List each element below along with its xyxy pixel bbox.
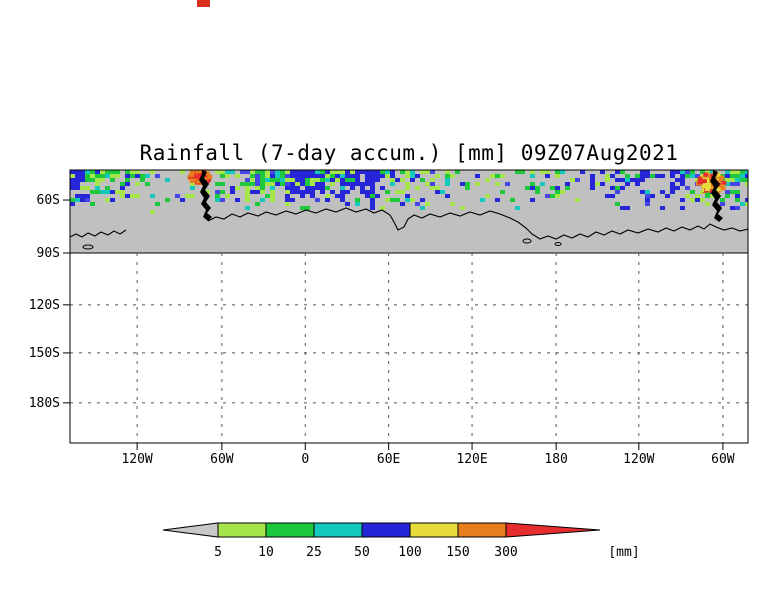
colorbar-segment [361, 522, 411, 538]
colorbar-right-arrow [505, 522, 601, 538]
colorbar-level-label: 50 [354, 545, 370, 560]
colorbar-level-label: 25 [306, 545, 322, 560]
y-tick-label: 60S [37, 193, 60, 208]
y-tick-label: 120S [29, 298, 60, 313]
colorbar-unit-label: [mm] [608, 545, 639, 560]
chart-title: Rainfall (7-day accum.) [mm] 09Z07Aug202… [139, 141, 679, 165]
y-tick-label: 90S [37, 246, 60, 261]
coastline [70, 229, 127, 238]
colorbar-level-label: 10 [258, 545, 274, 560]
colorbar-segment [217, 522, 267, 538]
colorbar-level-label: 5 [214, 545, 222, 560]
y-tick-label: 180S [29, 396, 60, 411]
x-tick-label: 60E [377, 452, 400, 467]
x-tick-label: 60W [711, 452, 735, 467]
coastline [207, 207, 748, 240]
x-tick-label: 180 [544, 452, 567, 467]
top-edge-artifact [197, 0, 210, 7]
island [522, 238, 532, 244]
colorbar-segment [457, 522, 507, 538]
landmass [710, 170, 723, 222]
island [82, 244, 94, 250]
colorbar: 5 10 25 50 100 150 300 [mm] [162, 522, 640, 560]
x-tick-label: 60W [210, 452, 234, 467]
map-layer [70, 170, 748, 254]
gridlines [70, 252, 748, 443]
colorbar-segment [313, 522, 363, 538]
colorbar-segment [265, 522, 315, 538]
island [554, 242, 562, 246]
colorbar-level-label: 100 [398, 545, 421, 560]
axis-ticks-and-labels: 120W 60W 0 60E 120E 180 120W 60W 60S 90S 120S 150S 1… [29, 193, 735, 467]
colorbar-level-label: 300 [494, 545, 517, 560]
landmass [199, 170, 212, 221]
colorbar-segment [409, 522, 459, 538]
colorbar-left-arrow [162, 522, 219, 538]
colorbar-level-label: 150 [446, 545, 469, 560]
x-tick-label: 120W [121, 452, 152, 467]
x-tick-label: 120W [623, 452, 654, 467]
x-tick-label: 0 [301, 452, 309, 467]
y-tick-label: 150S [29, 346, 60, 361]
x-tick-label: 120E [456, 452, 487, 467]
plot-frame [69, 169, 749, 444]
